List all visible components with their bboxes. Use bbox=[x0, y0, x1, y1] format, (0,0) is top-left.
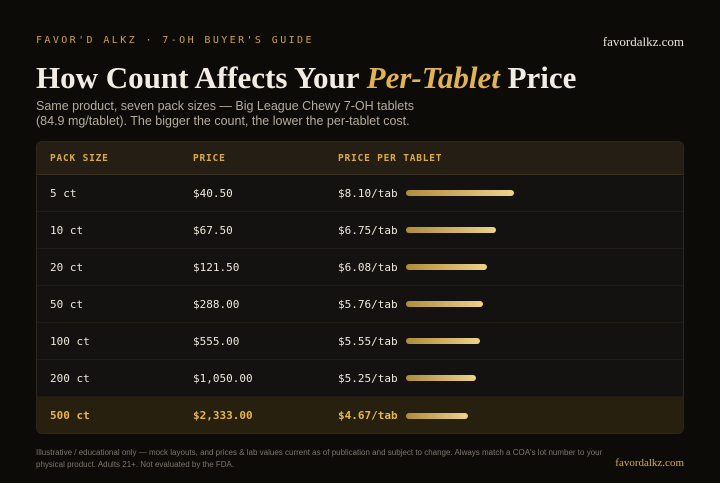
price-per-tablet-bar bbox=[406, 264, 488, 270]
price-per-tablet-bar bbox=[406, 412, 469, 419]
price-per-tablet-cell: $6.75/tab bbox=[338, 223, 398, 237]
price-per-tablet-cell: $5.25/tab bbox=[338, 371, 398, 385]
price-cell: $1,050.00 bbox=[193, 371, 253, 385]
price-per-tablet-cell: $6.08/tab bbox=[338, 260, 398, 274]
pack-size-cell: 200 ct bbox=[50, 371, 90, 385]
site-link-bottom[interactable]: favordalkz.com bbox=[615, 457, 684, 469]
column-header-price-per-tablet: PRICE PER TABLET bbox=[338, 152, 443, 164]
price-per-tablet-bar bbox=[406, 301, 483, 307]
price-cell: $555.00 bbox=[193, 334, 240, 348]
table-row: 500 ct $2,333.00 $4.67/tab bbox=[37, 397, 683, 433]
column-header-price: PRICE bbox=[193, 152, 226, 164]
price-cell: $288.00 bbox=[193, 297, 240, 311]
price-per-tablet-cell: $5.76/tab bbox=[338, 297, 398, 311]
page-title: How Count Affects Your Per-Tablet Price bbox=[36, 60, 576, 96]
pack-size-cell: 10 ct bbox=[50, 223, 84, 237]
table-row: 200 ct $1,050.00 $5.25/tab bbox=[37, 360, 683, 397]
price-cell: $2,333.00 bbox=[193, 409, 253, 422]
price-per-tablet-bar bbox=[406, 190, 514, 196]
subtitle: Same product, seven pack sizes — Big Lea… bbox=[36, 99, 414, 128]
title-text-end: Price bbox=[499, 60, 577, 95]
table-row: 50 ct $288.00 $5.76/tab bbox=[37, 286, 683, 323]
pack-size-cell: 100 ct bbox=[50, 334, 90, 348]
table-row: 5 ct $40.50 $8.10/tab bbox=[37, 175, 683, 212]
price-cell: $67.50 bbox=[193, 223, 233, 237]
table-row: 20 ct $121.50 $6.08/tab bbox=[37, 249, 683, 286]
price-per-tablet-cell: $8.10/tab bbox=[338, 186, 398, 200]
pack-size-cell: 5 ct bbox=[50, 186, 77, 200]
table-row: 10 ct $67.50 $6.75/tab bbox=[37, 212, 683, 249]
price-table: PACK SIZE PRICE PRICE PER TABLET 5 ct $40… bbox=[36, 141, 684, 434]
price-per-tablet-cell: $4.67/tab bbox=[338, 409, 398, 422]
pack-size-cell: 500 ct bbox=[50, 409, 90, 422]
pack-size-cell: 20 ct bbox=[50, 260, 84, 274]
price-per-tablet-bar bbox=[406, 227, 496, 233]
column-header-pack-size: PACK SIZE bbox=[50, 152, 109, 164]
price-per-tablet-bar bbox=[406, 338, 480, 344]
pack-size-cell: 50 ct bbox=[50, 297, 84, 311]
title-text-start: How Count Affects Your bbox=[36, 60, 367, 95]
table-row: 100 ct $555.00 $5.55/tab bbox=[37, 323, 683, 360]
footnote: Illustrative / educational only — mock l… bbox=[36, 448, 603, 469]
table-header: PACK SIZE PRICE PRICE PER TABLET bbox=[37, 142, 683, 175]
price-per-tablet-bar bbox=[406, 375, 476, 381]
site-link-top[interactable]: favordalkz.com bbox=[602, 34, 684, 49]
table-body: 5 ct $40.50 $8.10/tab 10 ct $67.50 $6.75/tab 2… bbox=[37, 175, 683, 433]
eyebrow: FAVOR'D ALKZ · 7-OH BUYER'S GUIDE bbox=[36, 35, 314, 46]
price-cell: $40.50 bbox=[193, 186, 233, 200]
title-accent: Per-Tablet bbox=[366, 60, 500, 95]
price-per-tablet-cell: $5.55/tab bbox=[338, 334, 398, 348]
price-cell: $121.50 bbox=[193, 260, 240, 274]
